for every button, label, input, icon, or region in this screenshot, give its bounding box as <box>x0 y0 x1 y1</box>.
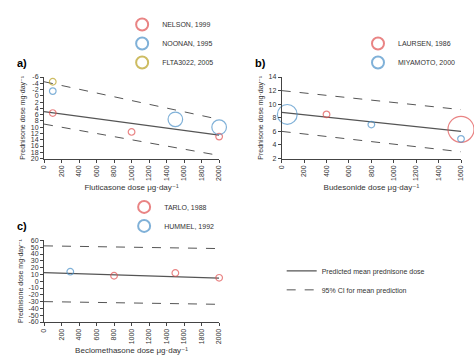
svg-text:1000: 1000 <box>390 165 397 181</box>
svg-text:1600: 1600 <box>180 329 187 345</box>
svg-text:1400: 1400 <box>163 329 170 345</box>
svg-text:14: 14 <box>268 73 276 80</box>
svg-text:-10: -10 <box>28 284 38 291</box>
svg-text:600: 600 <box>93 329 100 341</box>
svg-text:-4: -4 <box>32 80 38 87</box>
svg-text:800: 800 <box>110 165 117 177</box>
svg-text:60: 60 <box>31 237 39 244</box>
svg-text:400: 400 <box>75 329 82 341</box>
svg-text:1600: 1600 <box>457 165 464 181</box>
svg-text:2: 2 <box>35 99 39 106</box>
svg-text:40: 40 <box>31 250 39 257</box>
svg-text:NOONAN, 1995: NOONAN, 1995 <box>162 40 212 47</box>
svg-text:1400: 1400 <box>435 165 442 181</box>
svg-text:b): b) <box>255 57 266 69</box>
svg-text:1600: 1600 <box>180 165 187 181</box>
svg-text:1000: 1000 <box>128 165 135 181</box>
svg-text:FLTA3022, 2005: FLTA3022, 2005 <box>162 59 213 66</box>
svg-text:30: 30 <box>31 257 39 264</box>
svg-text:6: 6 <box>35 111 39 118</box>
svg-text:4: 4 <box>272 141 276 148</box>
svg-text:-40: -40 <box>28 305 38 312</box>
svg-text:0: 0 <box>40 165 47 169</box>
svg-text:MIYAMOTO, 2000: MIYAMOTO, 2000 <box>398 59 455 66</box>
svg-text:400: 400 <box>323 165 330 177</box>
svg-text:0: 0 <box>35 92 39 99</box>
svg-text:-2: -2 <box>32 86 38 93</box>
svg-text:4: 4 <box>35 105 39 112</box>
svg-text:-50: -50 <box>28 312 38 319</box>
svg-text:-30: -30 <box>28 298 38 305</box>
svg-text:800: 800 <box>110 329 117 341</box>
svg-text:10: 10 <box>31 124 39 131</box>
svg-text:400: 400 <box>75 165 82 177</box>
svg-text:200: 200 <box>58 329 65 341</box>
svg-text:1000: 1000 <box>128 329 135 345</box>
svg-text:a): a) <box>17 57 27 69</box>
svg-text:Fluticasone dose μg·day⁻¹: Fluticasone dose μg·day⁻¹ <box>84 183 179 192</box>
svg-text:0: 0 <box>40 329 47 333</box>
svg-text:1800: 1800 <box>198 329 205 345</box>
svg-text:Budesonide dose μg·day⁻¹: Budesonide dose μg·day⁻¹ <box>324 183 420 192</box>
svg-text:20: 20 <box>31 155 39 162</box>
svg-text:1200: 1200 <box>145 165 152 181</box>
svg-text:-20: -20 <box>28 291 38 298</box>
svg-text:200: 200 <box>58 165 65 177</box>
svg-text:600: 600 <box>93 165 100 177</box>
svg-text:16: 16 <box>31 142 39 149</box>
svg-text:2000: 2000 <box>215 329 222 345</box>
svg-text:1200: 1200 <box>412 165 419 181</box>
svg-text:2: 2 <box>272 155 276 162</box>
svg-text:HUMMEL, 1992: HUMMEL, 1992 <box>164 223 214 230</box>
svg-text:20: 20 <box>31 264 39 271</box>
svg-text:c): c) <box>17 220 27 232</box>
svg-text:12: 12 <box>268 87 276 94</box>
svg-text:Prednisone dose mg·day⁻¹: Prednisone dose mg·day⁻¹ <box>17 239 25 324</box>
svg-text:12: 12 <box>31 130 39 137</box>
svg-text:2000: 2000 <box>215 165 222 181</box>
svg-text:600: 600 <box>345 165 352 177</box>
svg-text:50: 50 <box>31 244 39 251</box>
svg-text:Prednisone dose mg·day⁻¹: Prednisone dose mg·day⁻¹ <box>19 75 27 160</box>
svg-text:NELSON, 1999: NELSON, 1999 <box>162 21 210 28</box>
svg-text:1400: 1400 <box>163 165 170 181</box>
svg-text:Prednisone dose mg·day⁻¹: Prednisone dose mg·day⁻¹ <box>257 75 265 160</box>
svg-text:1800: 1800 <box>198 165 205 181</box>
svg-text:1200: 1200 <box>145 329 152 345</box>
svg-text:LAURSEN, 1986: LAURSEN, 1986 <box>398 40 451 47</box>
svg-text:200: 200 <box>300 165 307 177</box>
svg-text:95% CI for mean prediction: 95% CI for mean prediction <box>322 287 407 295</box>
svg-text:TARLO, 1988: TARLO, 1988 <box>164 204 206 211</box>
svg-text:Predicted mean prednisone dose: Predicted mean prednisone dose <box>322 268 425 276</box>
svg-text:-60: -60 <box>28 318 38 325</box>
svg-text:0: 0 <box>278 165 285 169</box>
svg-text:14: 14 <box>31 136 39 143</box>
svg-text:10: 10 <box>268 101 276 108</box>
svg-text:-6: -6 <box>32 73 38 80</box>
svg-text:Beclomethasone dose μg·day⁻¹: Beclomethasone dose μg·day⁻¹ <box>75 346 188 355</box>
svg-text:10: 10 <box>31 271 39 278</box>
svg-text:8: 8 <box>35 117 39 124</box>
svg-text:0: 0 <box>35 278 39 285</box>
svg-text:800: 800 <box>368 165 375 177</box>
svg-text:6: 6 <box>272 128 276 135</box>
svg-text:18: 18 <box>31 149 39 156</box>
svg-text:8: 8 <box>272 114 276 121</box>
